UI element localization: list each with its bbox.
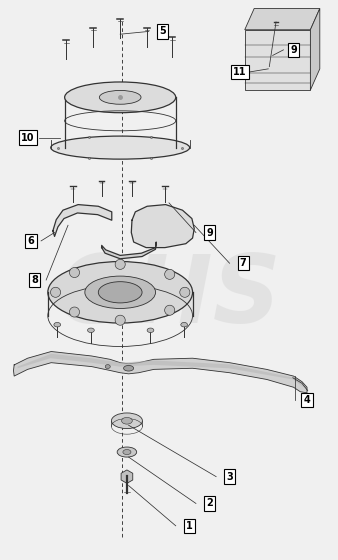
Polygon shape xyxy=(121,470,133,483)
Text: 3: 3 xyxy=(226,472,233,482)
Ellipse shape xyxy=(115,259,125,269)
Ellipse shape xyxy=(69,268,79,278)
Ellipse shape xyxy=(98,282,142,303)
Ellipse shape xyxy=(51,136,190,159)
Ellipse shape xyxy=(54,323,61,327)
Ellipse shape xyxy=(117,447,137,457)
Polygon shape xyxy=(245,8,320,30)
Ellipse shape xyxy=(124,366,134,371)
Ellipse shape xyxy=(122,417,132,424)
Ellipse shape xyxy=(147,328,154,333)
Text: 7: 7 xyxy=(240,258,246,268)
Ellipse shape xyxy=(48,262,193,323)
Text: 10: 10 xyxy=(21,133,34,143)
Polygon shape xyxy=(53,204,112,236)
Polygon shape xyxy=(245,30,310,90)
Text: 6: 6 xyxy=(28,236,34,246)
Polygon shape xyxy=(293,378,308,392)
Ellipse shape xyxy=(115,315,125,325)
Text: 11: 11 xyxy=(233,67,246,77)
Ellipse shape xyxy=(112,413,142,428)
Ellipse shape xyxy=(69,307,79,317)
Text: 2: 2 xyxy=(206,498,213,508)
Ellipse shape xyxy=(123,450,131,455)
Text: 9: 9 xyxy=(206,227,213,237)
Text: 9: 9 xyxy=(290,45,297,55)
Text: 4: 4 xyxy=(304,395,310,405)
Ellipse shape xyxy=(65,82,176,113)
Polygon shape xyxy=(310,8,320,90)
Text: GHS: GHS xyxy=(57,251,281,343)
Ellipse shape xyxy=(181,323,188,327)
Ellipse shape xyxy=(105,365,110,368)
Ellipse shape xyxy=(180,287,190,297)
Ellipse shape xyxy=(165,269,175,279)
Ellipse shape xyxy=(85,276,155,309)
Ellipse shape xyxy=(50,287,61,297)
Text: 1: 1 xyxy=(186,521,193,531)
Polygon shape xyxy=(18,354,305,388)
Polygon shape xyxy=(131,204,194,248)
Polygon shape xyxy=(102,242,156,259)
Polygon shape xyxy=(14,352,307,393)
Ellipse shape xyxy=(99,90,141,104)
Ellipse shape xyxy=(165,305,175,315)
Ellipse shape xyxy=(88,328,94,333)
Text: 5: 5 xyxy=(159,26,166,36)
Text: 8: 8 xyxy=(31,275,38,285)
